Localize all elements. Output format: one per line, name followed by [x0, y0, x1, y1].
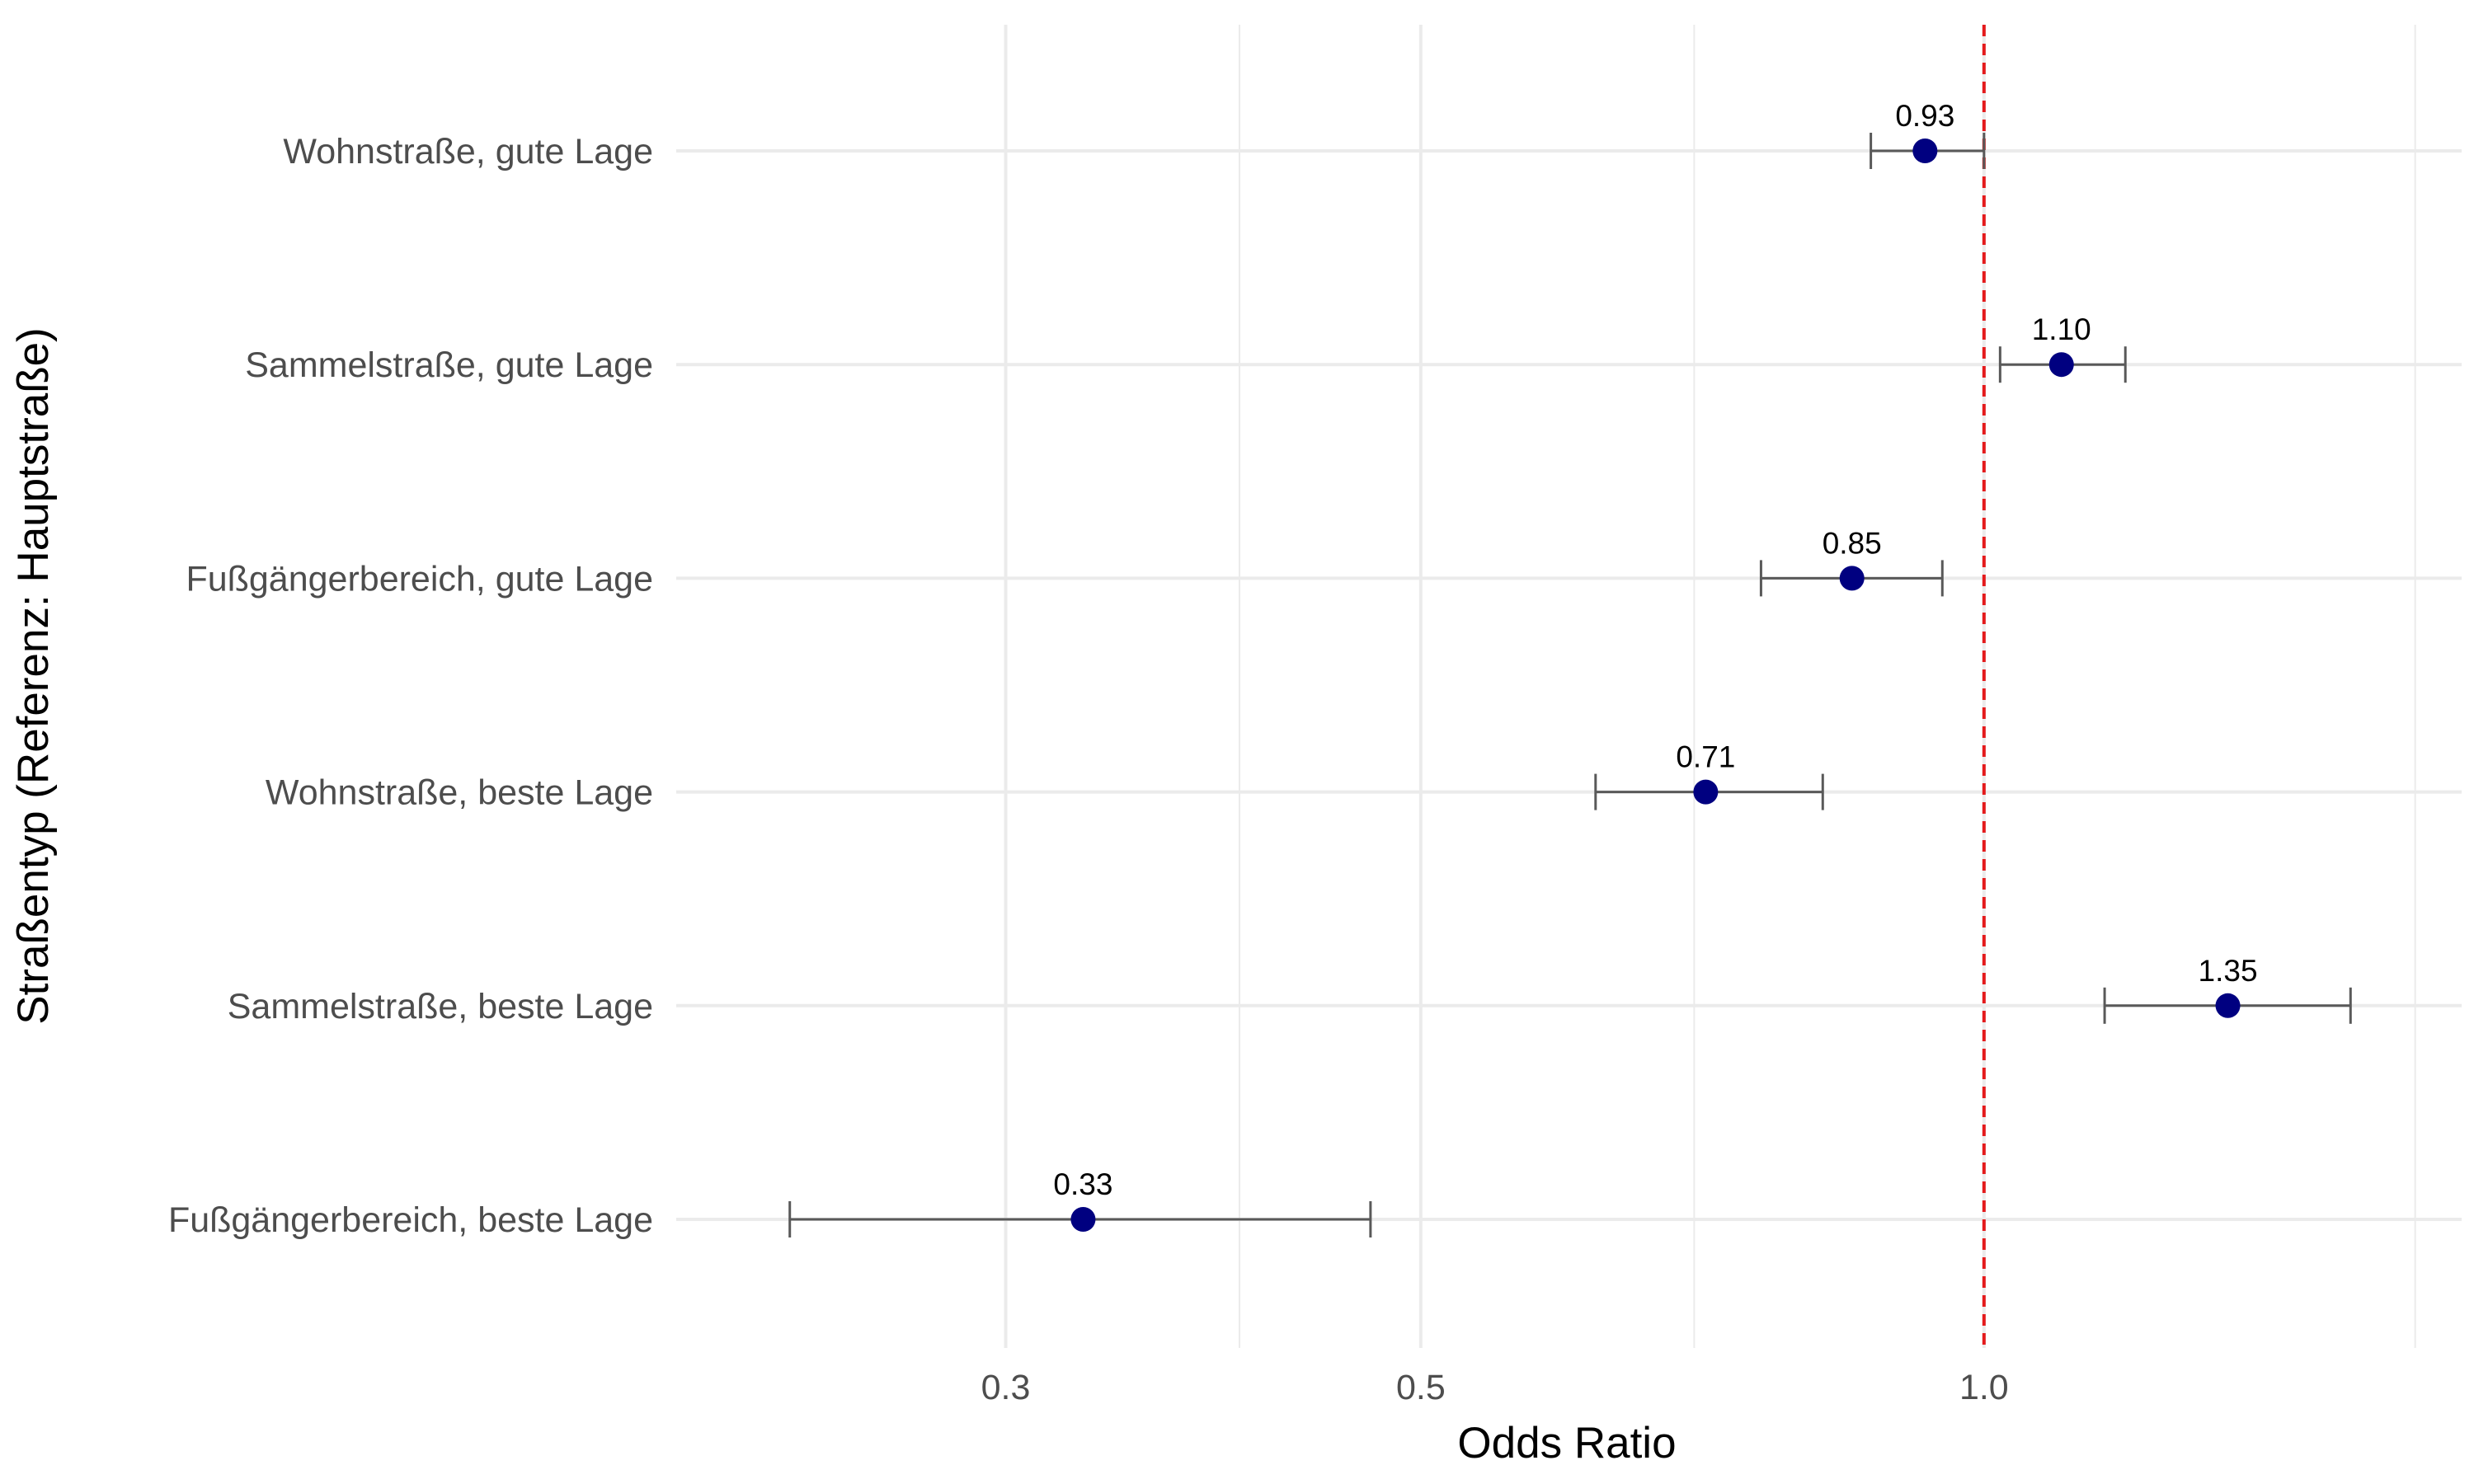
data-label: 0.93	[1895, 99, 1954, 133]
data-point	[1693, 779, 1719, 805]
data-point	[1070, 1207, 1096, 1232]
y-tick-label: Fußgängerbereich, beste Lage	[168, 1200, 653, 1240]
y-tick-label: Sammelstraße, gute Lage	[245, 345, 653, 385]
data-label: 0.71	[1676, 740, 1735, 774]
point-layer	[1070, 139, 2241, 1232]
y-tick-label: Sammelstraße, beste Lage	[228, 987, 653, 1026]
data-label: 1.35	[2199, 954, 2258, 988]
data-label-layer: 0.93 1.10 0.85 0.71 1.35 0.33	[1053, 99, 2257, 1201]
x-tick-label: 0.3	[981, 1368, 1031, 1407]
y-tick-label: Wohnstraße, gute Lage	[283, 132, 653, 171]
y-axis-title: Straßentyp (Referenz: Hauptstraße)	[9, 327, 58, 1024]
x-tick-labels: 0.3 0.5 1.0	[981, 1368, 2009, 1407]
data-point	[1839, 566, 1865, 591]
x-axis-title: Odds Ratio	[1457, 1419, 1676, 1468]
y-tick-labels: Wohnstraße, gute Lage Sammelstraße, gute …	[168, 132, 653, 1240]
errorbar-layer	[788, 133, 2352, 1237]
y-tick-label: Wohnstraße, beste Lage	[266, 773, 653, 813]
data-label: 0.85	[1823, 526, 1882, 560]
data-point	[1912, 139, 1938, 163]
grid-layer	[676, 25, 2462, 1348]
y-tick-label: Fußgängerbereich, gute Lage	[186, 559, 653, 599]
data-label: 0.33	[1053, 1167, 1112, 1201]
data-point	[2215, 993, 2241, 1018]
x-tick-label: 0.5	[1396, 1368, 1446, 1407]
data-point	[2048, 352, 2074, 378]
x-tick-label: 1.0	[1959, 1368, 2009, 1407]
data-label: 1.10	[2032, 312, 2091, 346]
